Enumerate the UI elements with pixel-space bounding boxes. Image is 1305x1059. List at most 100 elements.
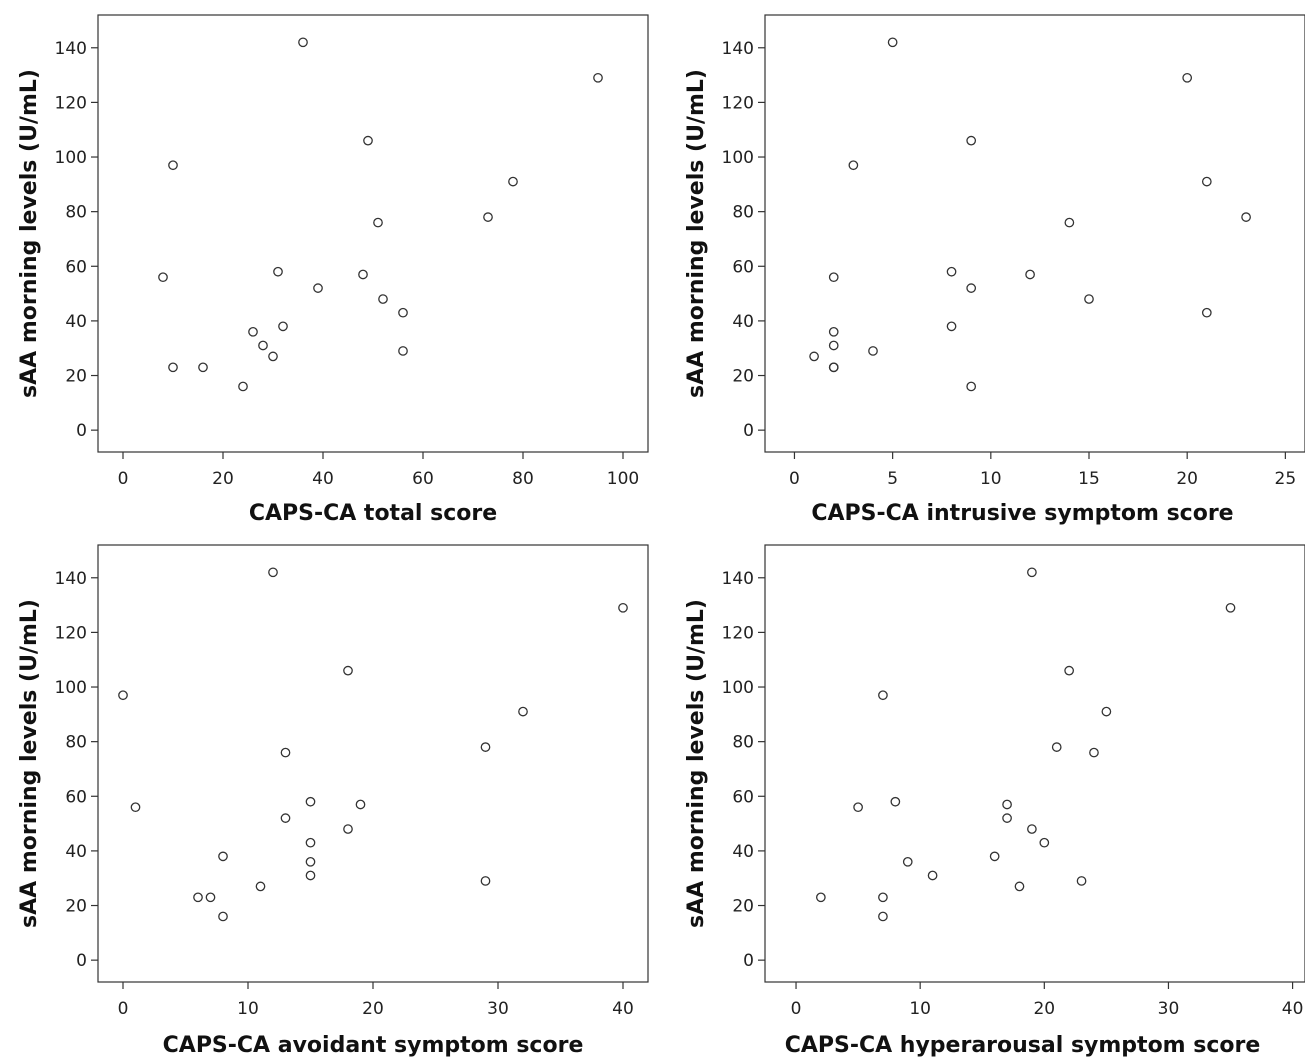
y-tick-label: 0 bbox=[743, 951, 754, 971]
y-axis-label: sAA morning levels (U/mL) bbox=[684, 69, 709, 398]
y-tick-label: 0 bbox=[743, 421, 754, 441]
x-tick-label: 40 bbox=[612, 999, 634, 1019]
plot-frame bbox=[97, 544, 649, 983]
data-point bbox=[966, 135, 977, 146]
data-point bbox=[1051, 742, 1062, 752]
x-tick-label: 0 bbox=[791, 999, 802, 1019]
scatter-panel-3: 0 20 40 60 80 100 120 140 0 10 20 30 40 CAPS-CA avoid… bbox=[17, 544, 649, 1058]
x-tick-label: 100 bbox=[607, 469, 639, 489]
x-tick-label: 10 bbox=[909, 999, 931, 1019]
y-axis-label: sAA morning levels (U/mL) bbox=[684, 599, 709, 928]
x-axis-label: CAPS-CA intrusive symptom score bbox=[811, 501, 1233, 526]
plot-frame bbox=[764, 14, 1305, 453]
data-point bbox=[878, 690, 888, 701]
data-point bbox=[168, 160, 178, 171]
x-tick-label: 80 bbox=[512, 469, 534, 489]
data-point bbox=[1182, 72, 1193, 83]
data-point bbox=[593, 72, 603, 83]
x-tick-label: 20 bbox=[1033, 999, 1055, 1019]
data-point bbox=[1002, 813, 1012, 823]
y-tick-label: 40 bbox=[732, 312, 754, 332]
data-point bbox=[1101, 706, 1112, 717]
y-tick-label: 80 bbox=[732, 733, 754, 753]
y-tick-label: 20 bbox=[65, 897, 87, 917]
data-point bbox=[358, 269, 368, 280]
y-tick-label: 60 bbox=[732, 787, 754, 807]
data-point bbox=[946, 266, 957, 277]
y-tick-label: 60 bbox=[732, 257, 754, 277]
data-point bbox=[198, 362, 208, 373]
data-point bbox=[878, 911, 888, 922]
data-point bbox=[305, 856, 316, 867]
y-tick-label: 80 bbox=[65, 203, 87, 223]
data-point bbox=[1241, 212, 1251, 222]
x-tick-label: 0 bbox=[118, 999, 129, 1019]
data-point bbox=[946, 321, 957, 332]
data-point bbox=[868, 346, 878, 356]
data-point bbox=[193, 892, 203, 903]
scatter-panel-4: 0 20 40 60 80 100 120 140 0 10 20 30 40 CAPS-CA hyper… bbox=[684, 544, 1305, 1058]
data-point bbox=[848, 160, 859, 171]
data-point bbox=[305, 837, 316, 848]
data-point bbox=[1089, 747, 1099, 758]
y-tick-label: 20 bbox=[732, 367, 754, 387]
data-point bbox=[363, 135, 373, 146]
data-point bbox=[809, 351, 819, 362]
data-point bbox=[480, 742, 491, 752]
y-tick-label: 140 bbox=[55, 569, 87, 589]
y-tick-label: 0 bbox=[76, 951, 87, 971]
x-tick-label: 30 bbox=[487, 999, 509, 1019]
data-point bbox=[273, 266, 283, 277]
y-tick-label: 0 bbox=[76, 421, 87, 441]
plot-frame bbox=[97, 14, 649, 453]
data-point bbox=[853, 802, 863, 813]
y-tick-label: 40 bbox=[65, 312, 87, 332]
y-tick-label: 100 bbox=[55, 148, 87, 168]
data-point bbox=[343, 824, 353, 834]
x-axis-label: CAPS-CA hyperarousal symptom score bbox=[785, 1033, 1261, 1058]
y-tick-label: 100 bbox=[722, 148, 754, 168]
x-tick-label: 0 bbox=[789, 469, 800, 489]
data-point bbox=[343, 665, 353, 676]
data-point bbox=[218, 911, 228, 922]
data-point bbox=[158, 272, 168, 283]
data-point bbox=[398, 307, 408, 318]
data-point bbox=[313, 283, 323, 293]
data-point bbox=[205, 892, 216, 903]
y-tick-label: 20 bbox=[732, 897, 754, 917]
x-tick-label: 15 bbox=[1078, 469, 1100, 489]
y-axis-label: sAA morning levels (U/mL) bbox=[17, 69, 42, 398]
data-point bbox=[1025, 269, 1035, 280]
x-tick-label: 20 bbox=[212, 469, 234, 489]
data-point bbox=[1039, 837, 1050, 848]
data-point bbox=[378, 294, 388, 304]
data-point bbox=[1064, 217, 1075, 228]
data-point bbox=[828, 272, 839, 283]
scatter-panel-2: 0 20 40 60 80 100 120 140 0 5 10 15 20 25 CAPS-CA intr… bbox=[684, 14, 1305, 526]
data-point bbox=[218, 851, 228, 862]
data-point bbox=[305, 796, 316, 807]
data-point bbox=[618, 602, 628, 613]
data-point bbox=[1002, 799, 1012, 810]
y-tick-label: 140 bbox=[722, 39, 754, 59]
y-tick-label: 40 bbox=[65, 842, 87, 862]
data-point bbox=[828, 326, 839, 337]
y-tick-label: 80 bbox=[65, 733, 87, 753]
data-point bbox=[268, 567, 278, 578]
data-point bbox=[480, 876, 491, 886]
data-point bbox=[305, 870, 316, 881]
data-point bbox=[168, 362, 178, 373]
data-point bbox=[966, 381, 977, 392]
y-tick-label: 100 bbox=[722, 678, 754, 698]
data-point bbox=[1084, 294, 1094, 304]
y-tick-label: 20 bbox=[65, 367, 87, 387]
data-point bbox=[1014, 881, 1025, 892]
y-tick-label: 40 bbox=[732, 842, 754, 862]
data-point bbox=[130, 802, 141, 813]
x-axis-label: CAPS-CA avoidant symptom score bbox=[163, 1033, 584, 1058]
data-point bbox=[878, 892, 888, 903]
data-point bbox=[890, 796, 901, 807]
data-point bbox=[902, 856, 913, 867]
data-point bbox=[828, 362, 839, 373]
x-tick-label: 0 bbox=[118, 469, 129, 489]
